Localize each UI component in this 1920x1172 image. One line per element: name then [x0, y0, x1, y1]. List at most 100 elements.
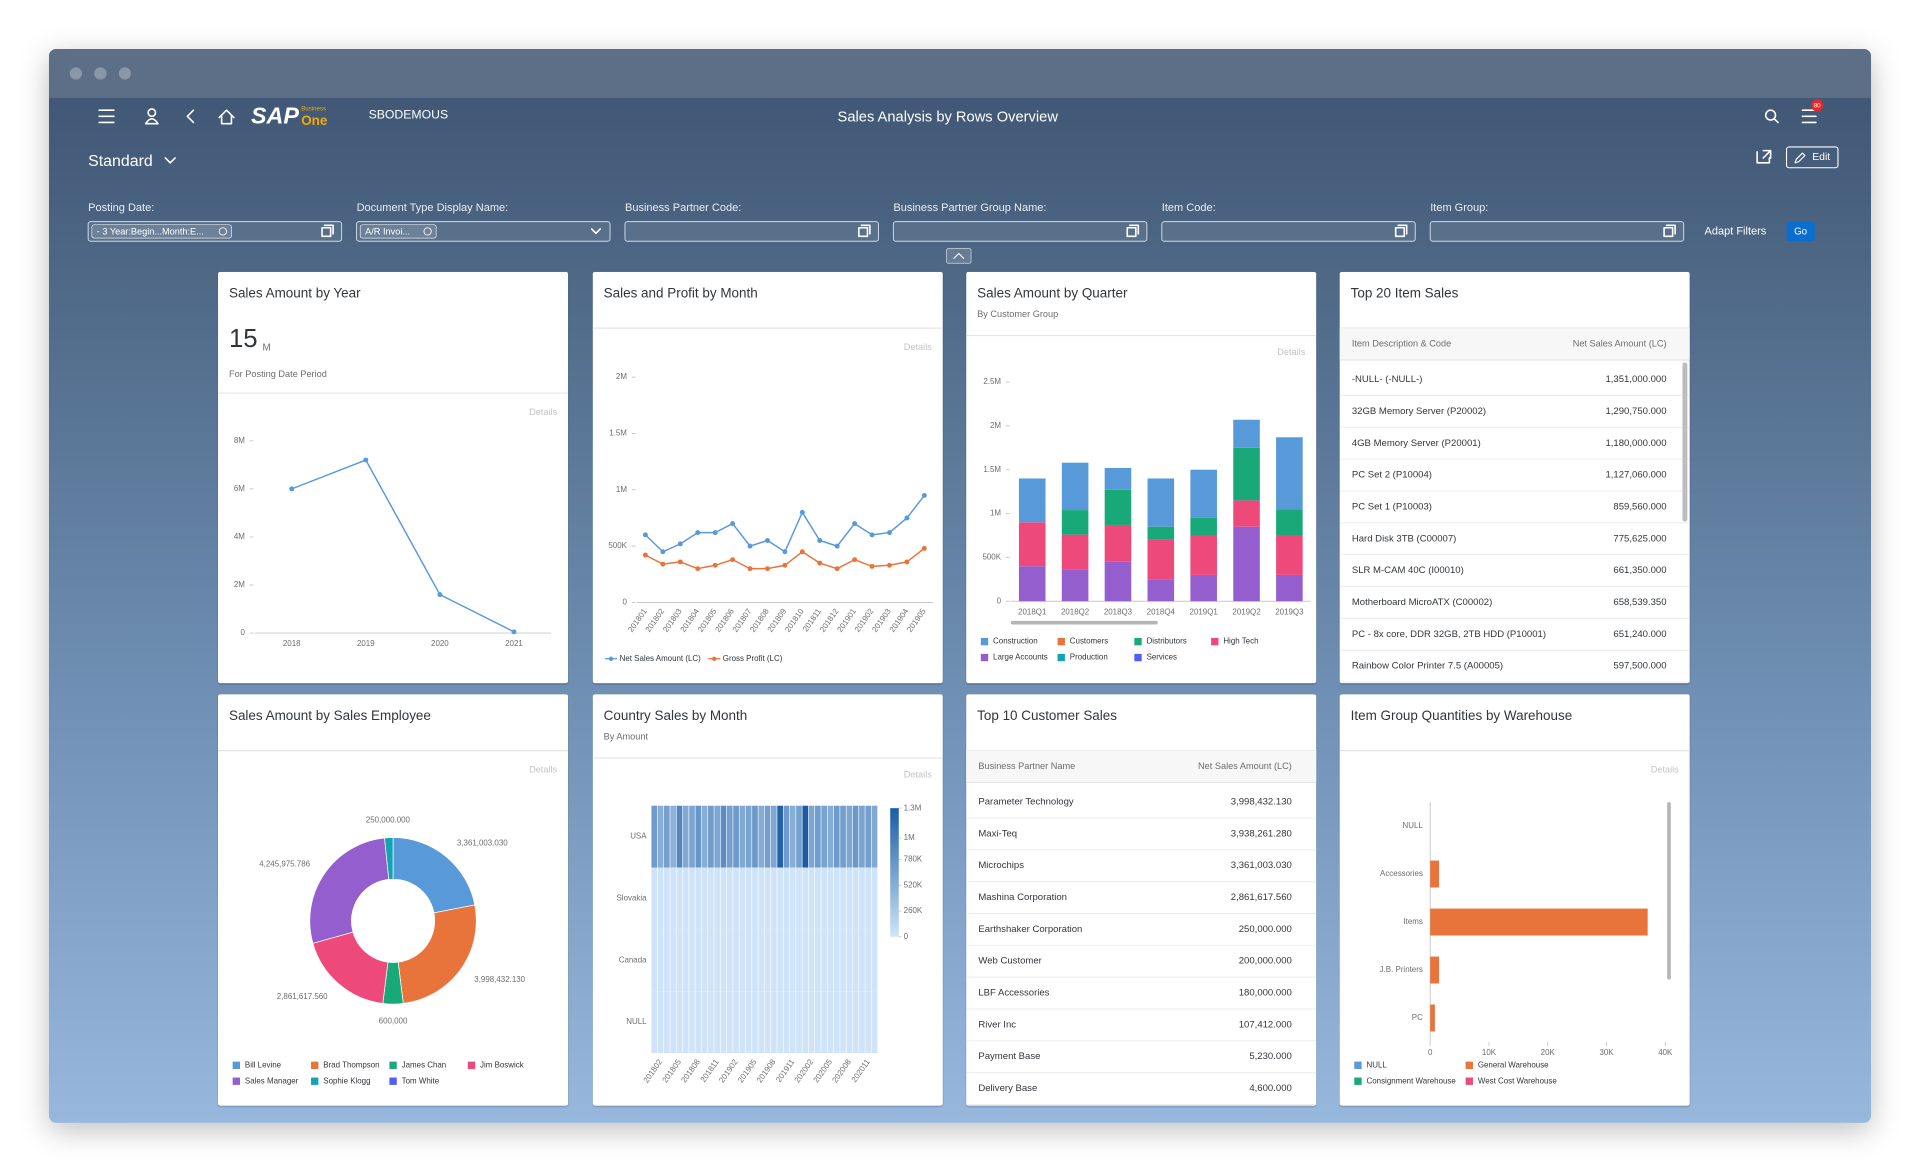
card[interactable]: Sales Amount by Quarter By Customer Group… — [966, 271, 1317, 684]
row-label: Canada — [619, 955, 647, 964]
heat-cell — [821, 991, 828, 1054]
filter-token[interactable] — [91, 224, 232, 239]
heat-cell — [670, 991, 676, 1054]
card[interactable]: Sales Amount by Year 15 M For Posting Date … — [217, 271, 569, 684]
card[interactable]: Top 20 Item Sales Item Description & Code… — [1339, 271, 1690, 684]
bar-segment — [1147, 579, 1175, 602]
card-bg — [966, 271, 1317, 684]
details-link[interactable]: Details — [529, 407, 557, 417]
legend-label: Sophie Klogg — [323, 1076, 370, 1085]
filter-label: Business Partner Group Name: — [893, 202, 1046, 214]
value-help-icon[interactable] — [1394, 224, 1408, 238]
marker — [834, 543, 840, 549]
scroll-indicator[interactable] — [1010, 620, 1158, 625]
legend-label: Brad Thompson — [323, 1060, 379, 1069]
colorbar-label: 520K — [904, 880, 923, 889]
go-button[interactable]: Go — [1786, 221, 1815, 242]
heat-cell — [733, 805, 739, 868]
bar-segment — [1276, 535, 1303, 575]
card[interactable]: Sales Amount by Sales Employee Details 3,3… — [217, 694, 569, 1106]
details-link[interactable]: Details — [904, 342, 932, 352]
cell-name: PC - 8x core, DDR 32GB, 2TB HDD (P10001) — [1352, 629, 1546, 640]
window-dot[interactable] — [69, 67, 83, 80]
legend-swatch — [980, 653, 989, 662]
window-dot[interactable] — [94, 67, 107, 80]
filter-input[interactable] — [1161, 221, 1416, 242]
filter-input[interactable] — [1429, 221, 1685, 242]
scroll-indicator[interactable] — [1667, 802, 1671, 980]
marker — [660, 549, 666, 555]
filter-token[interactable] — [359, 224, 437, 239]
slice-label: 600,000 — [379, 1016, 408, 1025]
dropdown-icon[interactable] — [590, 228, 602, 235]
heat-cell — [720, 991, 727, 1054]
filter-input[interactable] — [624, 221, 879, 242]
user-head — [147, 108, 157, 118]
window-dot[interactable] — [118, 67, 132, 80]
user-icon[interactable] — [144, 108, 159, 125]
cell-name: SLR M-CAM 40C (I00010) — [1352, 565, 1464, 576]
bar-segment — [1233, 500, 1260, 527]
value-help-icon[interactable] — [1126, 224, 1140, 238]
variant-name[interactable]: Standard — [88, 153, 153, 170]
cell-name: 32GB Memory Server (P20002) — [1352, 406, 1486, 417]
share-icon[interactable] — [1756, 149, 1772, 164]
filter-input[interactable] — [356, 221, 611, 242]
filterbar-toggle[interactable] — [946, 248, 972, 264]
heat-cell — [676, 805, 683, 868]
heat-cell — [815, 867, 821, 930]
x-tick-label: 2019Q3 — [1275, 607, 1304, 616]
filter-input[interactable] — [892, 221, 1148, 242]
edit-button[interactable]: Edit — [1785, 146, 1839, 169]
legend-swatch — [467, 1061, 476, 1069]
details-link[interactable]: Details — [1277, 347, 1305, 357]
marker — [363, 457, 369, 463]
adapt-filters[interactable]: Adapt Filters — [1704, 225, 1766, 237]
marker — [765, 566, 770, 572]
heat-cell — [865, 867, 872, 930]
bar — [1430, 860, 1440, 888]
details-link[interactable]: Details — [529, 765, 557, 775]
heat-cell — [720, 805, 727, 868]
card-subtitle: By Customer Group — [977, 309, 1058, 319]
search-icon[interactable] — [1764, 109, 1779, 124]
heat-cell — [859, 991, 865, 1054]
cell-amount: 859,560.000 — [1613, 501, 1666, 512]
value-help-icon[interactable] — [1663, 224, 1676, 238]
card[interactable]: Item Group Quantities by Warehouse Detail… — [1339, 694, 1690, 1106]
heat-cell — [764, 929, 771, 992]
heat-cell — [670, 867, 676, 930]
cell-name: Hard Disk 3TB (C00007) — [1352, 533, 1457, 544]
legend-label: Customers — [1070, 637, 1108, 646]
cell-amount: 180,000.000 — [1239, 988, 1292, 999]
details-link[interactable]: Details — [1651, 765, 1679, 775]
home-icon[interactable] — [218, 109, 235, 125]
scroll-indicator[interactable] — [1682, 362, 1688, 522]
value-help-icon[interactable] — [321, 224, 334, 238]
logo-sub: Business — [301, 106, 326, 113]
bar-segment — [1233, 419, 1260, 448]
card[interactable]: Top 10 Customer Sales Business Partner Na… — [966, 694, 1317, 1106]
card[interactable]: Country Sales by Month By Amount Details US… — [592, 694, 943, 1106]
filter-input[interactable] — [87, 221, 343, 242]
logo[interactable]: SAP — [251, 103, 299, 129]
menu-icon[interactable] — [98, 109, 115, 124]
variant-chevron[interactable] — [164, 157, 176, 164]
card[interactable]: Sales and Profit by Month Details 0 500K 1M 1… — [592, 271, 943, 684]
marker — [660, 561, 666, 567]
legend-marker — [712, 656, 717, 661]
heat-cell — [708, 929, 714, 992]
y-tick-label: 2M — [990, 421, 1001, 430]
y-tick-label: Accessories — [1380, 869, 1423, 878]
y-tick-label: 6M — [234, 484, 245, 493]
details-link[interactable]: Details — [904, 770, 932, 780]
token-remove[interactable] — [218, 227, 227, 236]
cell-name: Parameter Technology — [978, 797, 1074, 808]
notifications[interactable]: 80 — [1801, 99, 1824, 124]
heat-cell — [695, 867, 702, 930]
back-icon[interactable] — [186, 109, 195, 124]
value-help-icon[interactable] — [858, 224, 871, 238]
line — [291, 459, 515, 633]
token-remove[interactable] — [423, 227, 432, 236]
